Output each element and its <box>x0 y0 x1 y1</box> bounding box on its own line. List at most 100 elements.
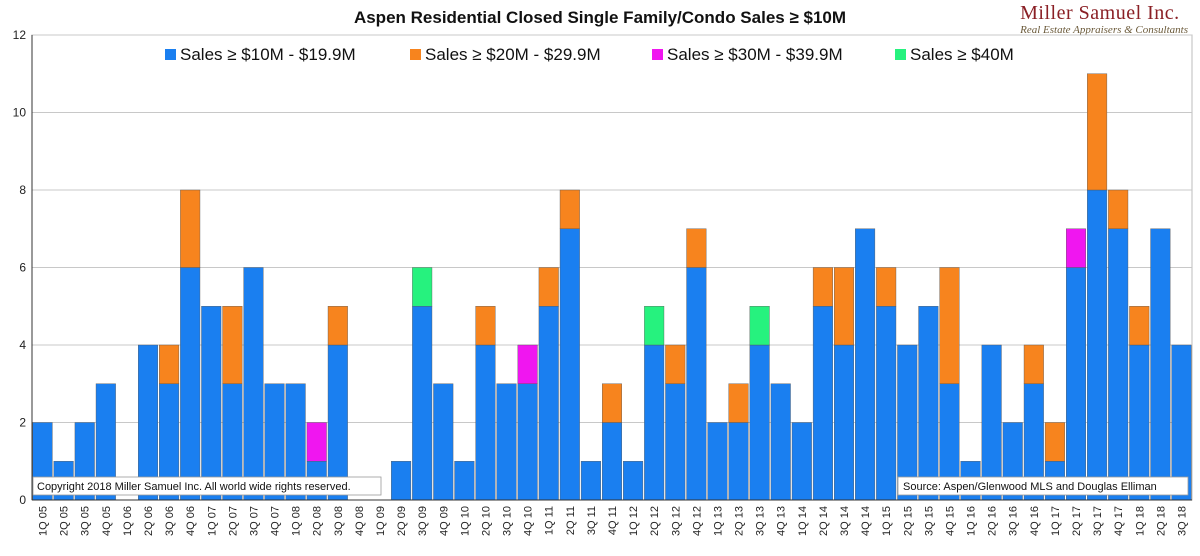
x-tick-label: 4Q 17 <box>1113 506 1125 536</box>
brand-tagline: Real Estate Appraisers & Consultants <box>1020 24 1188 36</box>
bar-2-4q-17 <box>1108 189 1129 229</box>
legend-label-1: Sales ≥ $10M - $19.9M <box>180 45 356 64</box>
x-tick-label: 1Q 16 <box>966 506 978 536</box>
x-tick-label: 1Q 09 <box>375 506 387 536</box>
x-tick-label: 1Q 12 <box>628 506 640 536</box>
x-tick-label: 1Q 11 <box>544 506 556 535</box>
legend-swatch-1 <box>165 49 176 60</box>
x-tick-label: 4Q 13 <box>776 506 788 536</box>
x-tick-label: 1Q 14 <box>797 506 809 536</box>
source-note: Source: Aspen/Glenwood MLS and Douglas E… <box>903 481 1157 493</box>
x-tick-label: 2Q 08 <box>312 506 324 536</box>
bar-1-1q-12 <box>623 461 644 501</box>
legend-label-4: Sales ≥ $40M <box>910 45 1014 64</box>
x-tick-label: 2Q 09 <box>396 506 408 536</box>
x-tick-label: 2Q 12 <box>649 506 661 536</box>
bar-4-2q-12 <box>644 306 665 346</box>
x-tick-label: 2Q 05 <box>59 506 71 536</box>
bar-1-2q-13 <box>728 422 749 501</box>
x-tick-label: 1Q 06 <box>122 506 134 536</box>
bar-2-2q-13 <box>728 383 749 423</box>
bar-3-2q-17 <box>1066 228 1086 268</box>
bar-2-4q-11 <box>602 383 622 423</box>
x-tick-label: 2Q 11 <box>565 506 577 535</box>
copyright-note: Copyright 2018 Miller Samuel Inc. All wo… <box>37 481 351 493</box>
x-tick-label: 3Q 08 <box>333 506 345 536</box>
x-tick-label: 1Q 18 <box>1134 506 1146 536</box>
bar-1-4q-11 <box>602 422 622 501</box>
bar-1-4q-14 <box>855 228 876 501</box>
bar-2-2q-14 <box>812 267 833 307</box>
bar-1-3q-07 <box>243 267 264 501</box>
bar-2-3q-08 <box>327 306 348 346</box>
bar-1-3q-10 <box>496 383 517 501</box>
x-tick-label: 3Q 14 <box>839 506 851 536</box>
bar-1-2q-10 <box>475 344 496 501</box>
x-tick-label: 3Q 11 <box>586 506 598 535</box>
x-tick-label: 1Q 13 <box>712 506 724 536</box>
x-tick-label: 2Q 18 <box>1155 506 1167 536</box>
x-tick-label: 3Q 12 <box>670 506 682 536</box>
x-tick-label: 4Q 06 <box>185 506 197 536</box>
bar-2-2q-07 <box>222 306 243 384</box>
y-tick-label: 12 <box>13 28 27 42</box>
x-tick-label: 3Q 18 <box>1176 506 1188 536</box>
bar-1-3q-17 <box>1087 189 1108 501</box>
legend-label-3: Sales ≥ $30M - $39.9M <box>667 45 843 64</box>
x-tick-label: 3Q 17 <box>1092 506 1104 536</box>
legend-swatch-2 <box>410 49 421 60</box>
chart-title: Aspen Residential Closed Single Family/C… <box>353 8 847 27</box>
brand-name: Miller Samuel Inc. <box>1020 2 1180 24</box>
source-box <box>897 476 1189 496</box>
bar-1-2q-17 <box>1066 267 1086 501</box>
bar-2-1q-17 <box>1044 422 1065 462</box>
bar-1-4q-17 <box>1108 228 1129 501</box>
x-tick-label: 2Q 16 <box>987 506 999 536</box>
bar-2-1q-15 <box>876 267 897 307</box>
bar-1-2q-14 <box>812 306 833 501</box>
bar-1-2q-11 <box>559 228 580 501</box>
x-tick-label: 4Q 11 <box>607 506 619 535</box>
bar-2-3q-14 <box>834 267 854 346</box>
bar-1-4q-06 <box>180 267 201 501</box>
bar-1-1q-07 <box>201 306 222 501</box>
bar-3-2q-08 <box>306 422 327 462</box>
x-tick-label: 2Q 15 <box>902 506 914 536</box>
bar-4-3q-13 <box>749 306 770 346</box>
copyright-box <box>32 476 382 496</box>
x-tick-label: 2Q 13 <box>734 506 746 536</box>
y-tick-label: 8 <box>19 183 26 197</box>
bar-1-4q-10 <box>517 383 538 501</box>
x-tick-label: 4Q 08 <box>354 506 366 536</box>
legend-swatch-4 <box>895 49 906 60</box>
x-tick-label: 3Q 16 <box>1008 506 1020 536</box>
bar-1-2q-18 <box>1150 228 1171 501</box>
bar-1-1q-14 <box>791 422 812 501</box>
bar-2-3q-17 <box>1087 73 1108 191</box>
bar-2-2q-10 <box>475 306 496 346</box>
bar-2-3q-12 <box>665 344 686 384</box>
x-tick-label: 1Q 07 <box>206 506 218 536</box>
bar-1-3q-14 <box>834 344 854 501</box>
x-tick-label: 2Q 14 <box>818 506 830 536</box>
bar-2-1q-18 <box>1129 306 1150 346</box>
y-tick-label: 6 <box>19 261 26 275</box>
x-tick-label: 3Q 07 <box>248 506 260 536</box>
x-tick-label: 4Q 12 <box>691 506 703 536</box>
x-tick-label: 3Q 13 <box>755 506 767 536</box>
legend-swatch-3 <box>652 49 663 60</box>
x-tick-label: 2Q 10 <box>480 506 492 536</box>
y-tick-label: 2 <box>19 416 26 430</box>
bar-2-4q-16 <box>1023 344 1044 384</box>
bar-2-1q-11 <box>538 267 559 307</box>
bar-1-1q-10 <box>454 461 475 501</box>
brand-logo: Miller Samuel Inc. Real Estate Appraiser… <box>1020 2 1188 36</box>
x-tick-label: 2Q 17 <box>1071 506 1083 536</box>
bar-1-1q-11 <box>538 306 559 501</box>
x-tick-label: 4Q 05 <box>101 506 113 536</box>
x-tick-label: 3Q 10 <box>502 506 514 536</box>
bar-2-4q-06 <box>180 189 201 268</box>
bar-2-3q-06 <box>159 344 180 384</box>
y-tick-label: 10 <box>13 106 27 120</box>
x-tick-label: 1Q 10 <box>459 506 471 536</box>
